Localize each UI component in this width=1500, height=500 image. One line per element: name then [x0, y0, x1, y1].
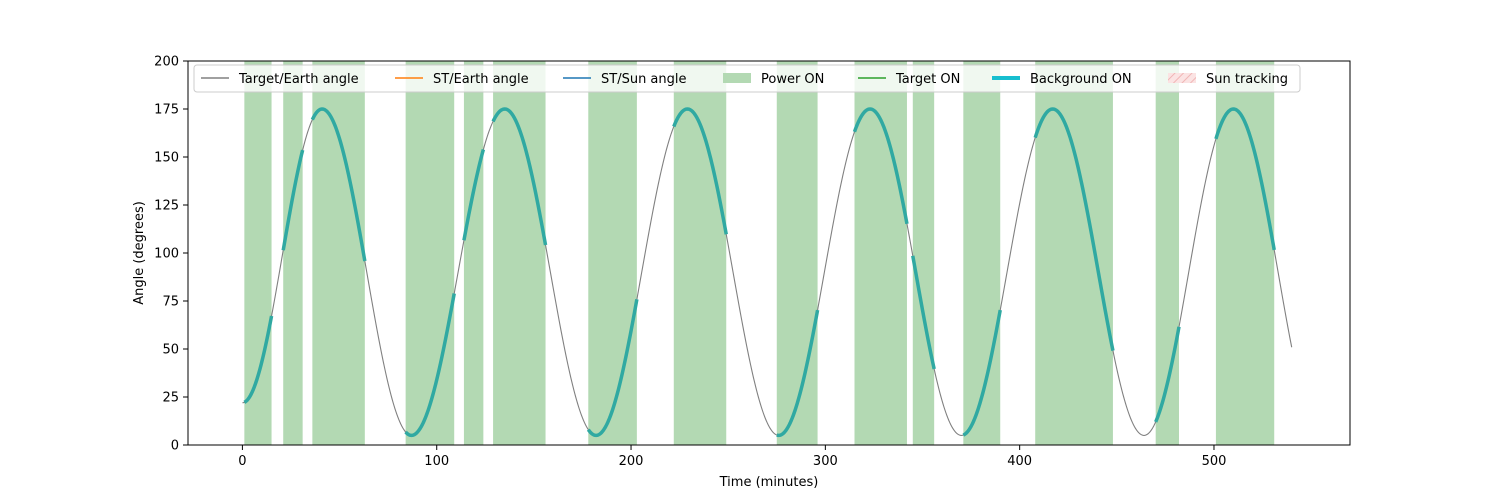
x-tick-label: 100: [424, 454, 449, 469]
power-on-band: [963, 61, 1001, 445]
legend-entry: ST/Earth angle: [395, 72, 529, 87]
y-tick-label: 100: [154, 247, 179, 262]
legend-entry: Target ON: [858, 72, 960, 87]
power-on-band: [463, 61, 484, 445]
y-tick-label: 75: [162, 295, 179, 310]
x-axis-title: Time (minutes): [719, 475, 819, 490]
background-on-segment: [491, 107, 548, 246]
legend-label: Target ON: [895, 72, 960, 87]
y-axis: 0 25 50 75 100 125 150 175 200: [154, 55, 188, 454]
x-tick-label: 400: [1007, 454, 1032, 469]
background-on-segment: [243, 315, 274, 404]
x-tick-label: 200: [619, 454, 644, 469]
background-on-segment: [775, 309, 820, 438]
y-tick-label: 25: [162, 391, 179, 406]
background-on-segment: [911, 255, 936, 370]
power-on-band: [244, 61, 272, 445]
background-on-segment: [586, 299, 639, 438]
legend-swatch: [1168, 73, 1196, 83]
power-on-bands: [244, 61, 1275, 445]
background-on-segment: [462, 149, 486, 241]
power-on-band: [405, 61, 455, 445]
legend-label: ST/Sun angle: [601, 72, 687, 87]
power-on-band: [493, 61, 546, 445]
background-on-segment: [1154, 326, 1181, 423]
x-tick-label: 500: [1202, 454, 1227, 469]
power-on-band: [1035, 61, 1113, 445]
background-on-segment: [962, 309, 1002, 437]
y-axis-title: Angle (degrees): [132, 201, 147, 305]
power-on-band: [912, 61, 935, 445]
legend-entry: Target/Earth angle: [201, 72, 359, 87]
y-tick-label: 125: [154, 199, 179, 214]
power-on-band: [776, 61, 818, 445]
series-layer: [242, 107, 1293, 438]
y-tick-label: 0: [171, 439, 179, 454]
background-on-segment: [852, 107, 909, 225]
background-on-segment: [1033, 107, 1115, 351]
legend-entry: Sun tracking: [1168, 72, 1288, 87]
background-on-segment: [281, 149, 305, 251]
x-axis: 0 100 200 300 400 500: [238, 445, 1226, 469]
power-on-band: [312, 61, 365, 445]
legend-swatch: [723, 73, 751, 83]
y-tick-label: 150: [154, 151, 179, 166]
legend-entry: Power ON: [723, 72, 824, 87]
legend-label: Power ON: [761, 72, 824, 87]
y-tick-label: 200: [154, 55, 179, 70]
legend-label: Sun tracking: [1206, 72, 1288, 87]
plot-area: [242, 61, 1293, 445]
y-tick-label: 50: [162, 343, 179, 358]
legend-label: Background ON: [1030, 72, 1132, 87]
power-on-band: [673, 61, 727, 445]
background-on-segment: [404, 293, 456, 438]
legend-label: ST/Earth angle: [433, 72, 529, 87]
x-tick-label: 0: [238, 454, 246, 469]
background-on-segment: [672, 107, 728, 235]
legend-entry: Background ON: [992, 72, 1132, 87]
legend: Target/Earth angle ST/Earth angle ST/Sun a…: [193, 64, 1301, 93]
power-on-band: [283, 61, 303, 445]
legend-entry: ST/Sun angle: [563, 72, 687, 87]
power-on-band: [854, 61, 907, 445]
power-on-band: [588, 61, 637, 445]
legend-label: Target/Earth angle: [238, 72, 359, 87]
x-tick-label: 300: [813, 454, 838, 469]
background-on-segment: [1214, 107, 1276, 251]
background-on-segment: [310, 107, 367, 262]
y-tick-label: 175: [154, 103, 179, 118]
